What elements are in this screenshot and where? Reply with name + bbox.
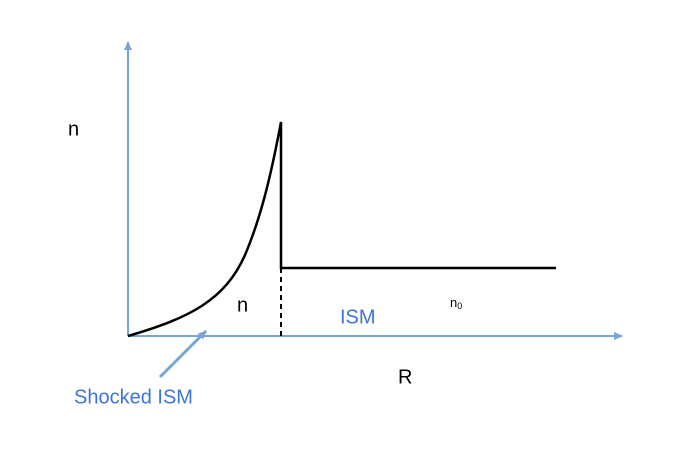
pointer-arrow	[158, 329, 208, 379]
ambient-density-base: n	[450, 295, 457, 310]
shocked-density-label: n	[237, 294, 248, 316]
shocked-ism-label: Shocked ISM	[74, 386, 193, 408]
ambient-density-sub: 0	[457, 301, 462, 311]
ambient-density-label: n0	[450, 295, 462, 311]
y-axis-label: n	[68, 118, 79, 140]
density-profile	[127, 121, 556, 338]
ism-label: ISM	[340, 306, 376, 328]
x-axis-label: R	[398, 366, 412, 388]
